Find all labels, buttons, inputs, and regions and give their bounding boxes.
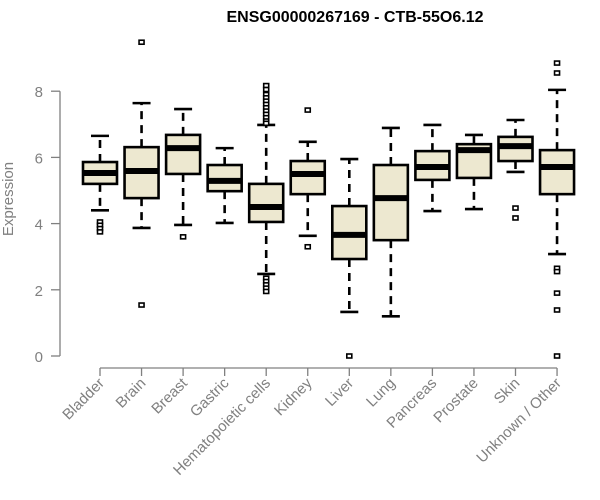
box-group — [455, 133, 493, 211]
box-group — [414, 123, 451, 213]
x-tick-label: Brain — [113, 375, 150, 412]
box-group — [289, 107, 327, 250]
x-tick-label: Prostate — [430, 375, 482, 427]
y-axis: 0 2 4 6 8 — [35, 84, 61, 366]
outlier-point — [262, 86, 270, 93]
iqr-box — [247, 182, 285, 224]
chart-title: ENSG00000267169 - CTB-55O6.12 — [226, 9, 483, 26]
box-group — [330, 157, 368, 359]
y-tick-label: 0 — [35, 349, 43, 366]
box-group — [164, 107, 202, 240]
outlier-point — [345, 353, 353, 359]
x-tick-label: Bladder — [59, 375, 108, 424]
y-tick-label: 6 — [35, 150, 43, 167]
outlier-point — [553, 290, 561, 296]
outlier-point — [179, 234, 187, 240]
iqr-box — [372, 163, 410, 242]
box-group — [497, 118, 534, 221]
box-group — [123, 39, 160, 308]
iqr-box — [164, 133, 202, 176]
y-axis-label: Expression — [0, 162, 17, 236]
outlier-point — [96, 229, 104, 235]
x-tick-label: Lung — [363, 375, 399, 411]
box-group — [538, 60, 576, 359]
outlier-point — [304, 243, 312, 250]
x-tick-label: Breast — [148, 374, 191, 417]
outlier-point — [512, 215, 519, 221]
y-tick-label: 2 — [35, 283, 43, 300]
box-group — [372, 126, 410, 318]
outlier-point — [553, 307, 561, 313]
iqr-box — [538, 148, 576, 196]
x-tick-label: Skin — [491, 375, 524, 408]
outlier-point — [512, 205, 519, 211]
outlier-point — [138, 39, 145, 46]
box-group — [206, 146, 243, 225]
outlier-point — [138, 302, 145, 308]
outlier-point — [553, 60, 561, 66]
x-tick-label: Kidney — [271, 374, 316, 419]
y-tick-label: 8 — [35, 84, 43, 101]
box-group — [247, 82, 285, 295]
outlier-point — [553, 70, 561, 76]
outlier-point — [553, 268, 561, 275]
iqr-box — [289, 159, 327, 196]
box-group — [81, 134, 119, 235]
outlier-point — [304, 107, 312, 113]
outlier-point — [262, 120, 270, 127]
x-tick-label: Liver — [322, 375, 357, 410]
outlier-point — [553, 353, 561, 359]
boxes — [81, 39, 576, 359]
outlier-point — [262, 288, 270, 295]
y-tick-label: 4 — [35, 217, 43, 234]
